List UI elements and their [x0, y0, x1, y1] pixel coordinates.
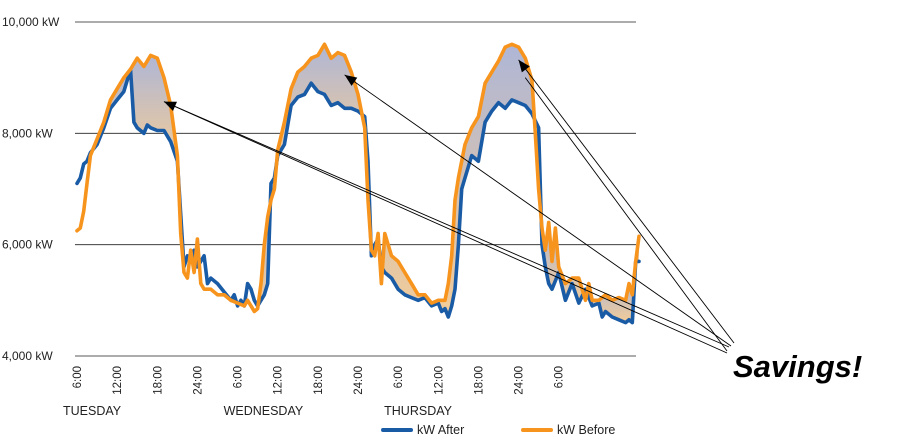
- legend-label: kW After: [417, 423, 464, 437]
- arrow-line: [344, 74, 732, 347]
- x-tick-label: 24:00: [353, 366, 365, 395]
- legend: kW After kW Before: [381, 423, 615, 437]
- x-tick-label: 24:00: [192, 366, 204, 395]
- series-lines: [75, 42, 641, 325]
- x-tick-label: 6:00: [393, 366, 405, 388]
- savings-arrows: [163, 59, 735, 354]
- x-tick-label: 6:00: [233, 366, 245, 388]
- legend-label: kW Before: [557, 423, 615, 437]
- x-tick-label: 12:00: [433, 366, 445, 395]
- x-tick-label: 6:00: [72, 366, 84, 388]
- day-label: TUESDAY: [63, 404, 122, 418]
- x-tick-label: 6:00: [554, 366, 566, 388]
- y-tick-label: 4,000 kW: [2, 349, 53, 363]
- arrowhead: [163, 101, 177, 111]
- x-tick-label: 18:00: [473, 366, 485, 395]
- y-tick-label: 10,000 kW: [2, 15, 60, 29]
- y-axis-labels: 10,000 kW 8,000 kW 6,000 kW 4,000 kW: [2, 15, 60, 363]
- arrow-line: [518, 59, 735, 344]
- arrow-line: [163, 101, 728, 354]
- x-tick-label: 12:00: [273, 366, 285, 395]
- x-tick-label: 18:00: [313, 366, 325, 395]
- x-tick-label: 12:00: [112, 366, 124, 395]
- y-tick-label: 8,000 kW: [2, 126, 53, 140]
- day-label: THURSDAY: [384, 404, 452, 418]
- arrow-line: [524, 77, 728, 352]
- arrowhead: [518, 59, 530, 73]
- x-axis-tick-labels: 6:00 12:00 18:00 24:00 6:00 12:00 18:00 24:00 6:…: [72, 366, 566, 395]
- arrow-line: [163, 101, 730, 348]
- day-labels: TUESDAY WEDNESDAY THURSDAY: [63, 404, 453, 418]
- y-tick-label: 6,000 kW: [2, 238, 53, 252]
- x-tick-label: 24:00: [514, 366, 526, 395]
- day-label: WEDNESDAY: [224, 404, 304, 418]
- arrowhead: [344, 74, 358, 86]
- savings-annotation: Savings!: [733, 349, 862, 384]
- savings-area: [132, 55, 178, 162]
- x-tick-label: 18:00: [152, 366, 164, 395]
- series-line-after: [75, 67, 641, 325]
- series-line-before: [75, 42, 641, 314]
